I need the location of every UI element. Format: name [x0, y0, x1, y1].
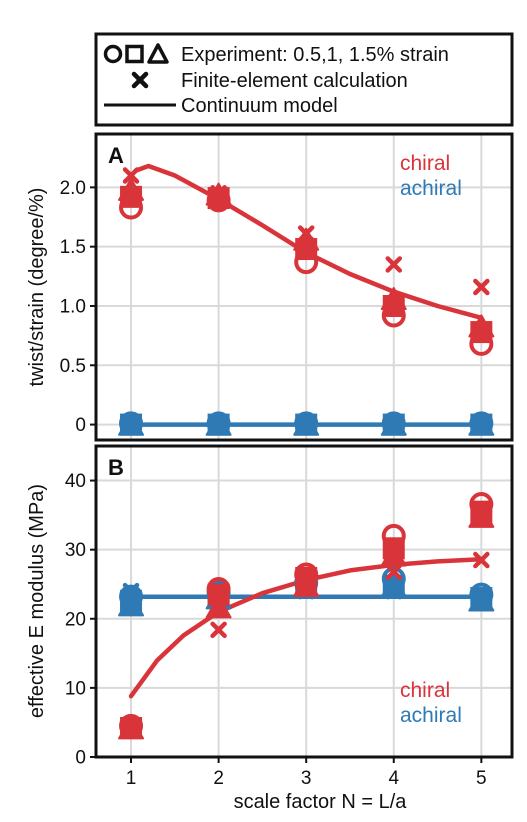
- panel-a-label: A: [108, 143, 124, 168]
- experiment-legend-icons: [103, 43, 169, 64]
- panel-b-chiral-cross-point: [297, 570, 315, 587]
- panel-b-y-axis-label: effective E modulus (MPa): [26, 484, 48, 718]
- panel-b-achiral-cross-point: [385, 582, 403, 600]
- panel-b-series: [118, 492, 495, 740]
- panel-b-y-tick-label: 40: [65, 471, 86, 492]
- panel-b-x-tick-label: 4: [388, 768, 399, 789]
- legend-box: [94, 32, 514, 127]
- panel-a-chiral-circle-point: [469, 331, 494, 356]
- panel-b-x-tick-label: 5: [476, 768, 487, 789]
- panel-a-achiral-circle-point: [381, 411, 406, 436]
- legend-fe-label: Finite-element calculation: [181, 70, 408, 92]
- panel-a-achiral-cross-point: [385, 416, 403, 433]
- panel-a-chiral-annotation: chiral: [400, 152, 450, 175]
- panel-b-y-tick-label: 20: [65, 609, 86, 630]
- panel-b-chiral-circle-point: [294, 562, 319, 587]
- panel-b-chiral-cross-point: [122, 717, 140, 735]
- legend-experiment-label: Experiment: 0.5,1, 1.5% strain: [181, 44, 449, 66]
- panel-a-y-tick-label: 1.0: [60, 296, 86, 317]
- panel-b: B 0 10 20 30 40 1 2 3 4 5 chiral achiral effecti…: [26, 444, 514, 813]
- panel-a-achiral-circle-point: [206, 411, 231, 436]
- panel-a-chiral-circle-point: [381, 303, 406, 328]
- panel-a-chiral-cross-point: [385, 256, 403, 273]
- legend-cross-marker: [131, 71, 149, 89]
- panel-a-chiral-model-line: [133, 163, 484, 321]
- legend-circle-marker: [103, 44, 123, 64]
- panel-b-x-tick-label: 1: [126, 768, 137, 789]
- panel-b-chiral-cross-point: [385, 563, 403, 581]
- legend-square-marker: [125, 44, 144, 64]
- panel-b-x-tick-label: 2: [213, 768, 224, 789]
- panel-a-achiral-cross-point: [297, 416, 315, 433]
- panel-b-label: B: [108, 455, 124, 480]
- panel-a-series: [118, 163, 495, 436]
- panel-a-y-tick-label: 0.5: [60, 356, 86, 377]
- panel-b-chiral-cross-point: [210, 621, 227, 639]
- panel-a-y-ticks: 0 0.5 1.0 1.5 2.0: [60, 178, 96, 436]
- panel-b-x-tick-label: 3: [301, 768, 312, 789]
- panel-a-achiral-cross-point: [210, 416, 227, 433]
- panel-b-chiral-triangle-point: [205, 595, 232, 619]
- legend-model-label: Continuum model: [181, 95, 338, 117]
- panel-b-achiral-square-point: [382, 574, 405, 597]
- panel-b-y-ticks: 0 10 20 30 40: [65, 471, 96, 769]
- panel-a-chiral-circle-point: [119, 195, 144, 220]
- panel-a-achiral-cross-point: [122, 416, 140, 433]
- panel-a-y-tick-label: 2.0: [60, 178, 86, 199]
- panel-b-achiral-annotation: achiral: [400, 704, 462, 727]
- panel-b-frame: [94, 444, 514, 759]
- panel-a-chiral-cross-point: [210, 185, 227, 202]
- panel-a-chiral-cross-point: [122, 167, 140, 184]
- panel-a-frame: [94, 132, 514, 442]
- panel-b-achiral-circle-point: [119, 584, 144, 609]
- panel-b-achiral-cross-point: [122, 582, 140, 600]
- panel-a: A 0 0.5 1.0 1.5 2.0 chiral achiral twist/str…: [26, 132, 514, 442]
- panel-b-chiral-circle-point: [119, 713, 144, 738]
- panel-a-achiral-circle-point: [469, 411, 494, 436]
- panel-b-chiral-cross-point: [473, 551, 490, 569]
- legend: Experiment: 0.5,1, 1.5% strain Finite-el…: [94, 32, 514, 127]
- panel-a-chiral-cross-point: [297, 225, 315, 242]
- panel-b-achiral-cross-point: [473, 587, 490, 605]
- panel-a-achiral-circle-point: [294, 411, 319, 436]
- panel-b-chiral-square-point: [470, 500, 493, 523]
- panel-b-x-ticks: 1 2 3 4 5: [126, 757, 487, 789]
- panel-b-chiral-annotation: chiral: [400, 679, 450, 702]
- panel-a-achiral-circle-point: [119, 411, 144, 436]
- panel-b-achiral-circle-point: [469, 582, 494, 607]
- panel-a-y-axis-label: twist/strain (degree/%): [26, 188, 48, 387]
- panel-b-y-tick-label: 30: [65, 540, 86, 561]
- panel-a-achiral-annotation: achiral: [400, 177, 462, 200]
- panel-b-x-axis-label: scale factor N = L/a: [234, 791, 408, 813]
- panel-b-chiral-circle-point: [469, 492, 494, 517]
- panel-a-y-tick-label: 1.5: [60, 237, 86, 258]
- panel-a-chiral-circle-point: [294, 250, 319, 275]
- panel-a-y-tick-label: 0: [75, 415, 86, 436]
- panel-b-chiral-circle-point: [206, 577, 231, 602]
- panel-a-achiral-cross-point: [473, 416, 490, 433]
- panel-b-chiral-model-line: [128, 557, 484, 699]
- legend-triangle-marker: [147, 43, 169, 64]
- panel-b-chiral-circle-point: [381, 523, 406, 548]
- panel-b-y-tick-label: 10: [65, 678, 86, 699]
- panel-a-chiral-cross-point: [473, 278, 490, 296]
- panel-b-y-tick-label: 0: [75, 748, 86, 769]
